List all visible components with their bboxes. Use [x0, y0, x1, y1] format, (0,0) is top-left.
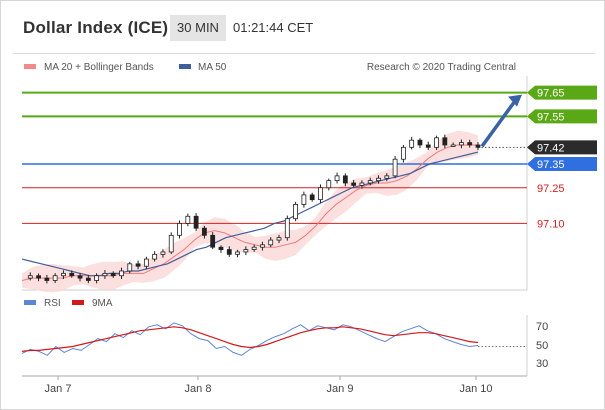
bollinger-legend-label: MA 20 + Bollinger Bands — [44, 62, 154, 73]
support-level-label: 97.10 — [537, 218, 565, 230]
x-tick-label: Jan 9 — [327, 383, 354, 395]
rsi-ma-legend-label: 9MA — [92, 298, 113, 309]
x-tick-label: Jan 8 — [185, 383, 212, 395]
candle-body — [210, 234, 216, 248]
resistance-level-label: 97.65 — [537, 88, 565, 100]
candle-body — [359, 182, 365, 186]
candles-layer — [27, 134, 481, 284]
candle-body — [467, 142, 473, 146]
resistance-level-label: 97.55 — [537, 111, 565, 123]
rsi-layer — [21, 322, 527, 356]
candle-body — [276, 237, 282, 241]
forecast-arrow-shaft — [480, 98, 518, 148]
candle-body — [110, 272, 116, 277]
candle-body — [251, 246, 257, 250]
candle-body — [36, 275, 41, 279]
candle-body — [102, 272, 108, 277]
rsi-legend-label: RSI — [44, 298, 61, 309]
candle-body — [201, 227, 207, 236]
header-divider — [13, 53, 595, 54]
candle-body — [52, 275, 58, 281]
bollinger-legend-swatch — [24, 64, 36, 69]
rsi-y-tick-label: 70 — [536, 321, 548, 333]
candle-body — [44, 277, 50, 281]
candle-body — [450, 144, 456, 147]
x-tick-label: Jan 7 — [45, 383, 72, 395]
candle-body — [260, 244, 265, 248]
candle-body — [351, 182, 357, 186]
forecast-arrow-layer — [480, 94, 522, 148]
candle-body — [284, 218, 290, 239]
candle-body — [475, 144, 481, 148]
ma50-legend-swatch — [179, 64, 191, 69]
candle-body — [326, 180, 332, 189]
resistance-level-tag — [527, 109, 597, 124]
support-level-label: 97.25 — [537, 183, 565, 195]
candle-body — [135, 263, 141, 267]
candle-body — [193, 215, 199, 229]
current-level-tag — [527, 140, 597, 155]
instrument-title: Dollar Index (ICE) — [23, 18, 169, 37]
timeframe-label: 30 MIN — [177, 20, 219, 35]
candle-body — [334, 175, 340, 182]
candle-body — [27, 275, 33, 279]
candle-body — [342, 175, 348, 184]
timeframe-selector[interactable]: 30 MIN — [170, 15, 226, 41]
current-level-label: 97.42 — [537, 142, 565, 154]
candle-body — [69, 272, 75, 277]
candle-body — [318, 187, 323, 201]
candle-body — [226, 249, 232, 255]
ma50-legend-label: MA 50 — [198, 62, 227, 73]
candle-body — [119, 270, 124, 277]
research-credit: Research © 2020 Trading Central — [367, 62, 516, 73]
candle-body — [77, 275, 83, 279]
candle-body — [185, 215, 191, 224]
timestamp: 01:21:44 CET — [233, 20, 314, 35]
candle-body — [384, 175, 390, 179]
candle-body — [243, 249, 249, 253]
candle-body — [168, 234, 174, 253]
chart-header: Dollar Index (ICE) 30 MIN 01:21:44 CET — [1, 1, 604, 53]
candle-body — [376, 177, 381, 182]
candle-body — [442, 137, 448, 146]
forecast-arrow-head — [508, 94, 522, 107]
candle-body — [367, 180, 373, 184]
rsi-y-tick-label: 30 — [536, 358, 548, 370]
candle-body — [309, 194, 315, 201]
candle-body — [61, 272, 66, 277]
rsi-ma-legend-swatch — [72, 300, 84, 305]
candle-body — [459, 142, 464, 146]
x-tick-label: Jan 10 — [459, 383, 492, 395]
candle-body — [160, 251, 166, 255]
rsi-legend-swatch — [24, 300, 36, 305]
candle-body — [85, 277, 91, 281]
rsi-ma-line — [21, 326, 479, 352]
candle-body — [392, 158, 398, 177]
candle-body — [417, 139, 423, 146]
pivot-level-label: 97.35 — [537, 159, 565, 171]
candle-body — [218, 246, 224, 250]
candle-body — [268, 239, 274, 246]
candle-body — [152, 253, 158, 260]
candle-body — [127, 263, 133, 272]
candle-body — [94, 275, 100, 281]
pivot-level-tag — [527, 156, 597, 171]
candle-body — [177, 223, 182, 236]
candle-body — [425, 144, 431, 148]
resistance-level-tag — [527, 85, 597, 100]
candle-body — [293, 203, 299, 220]
candle-body — [235, 251, 240, 255]
bollinger-band — [22, 130, 478, 293]
candle-body — [301, 194, 307, 205]
candle-body — [409, 139, 415, 148]
rsi-y-tick-label: 50 — [536, 340, 548, 352]
bollinger-band-layer — [22, 130, 478, 293]
candle-body — [400, 146, 406, 160]
candle-body — [143, 258, 149, 267]
candle-body — [434, 137, 439, 148]
rsi-line — [21, 322, 479, 356]
